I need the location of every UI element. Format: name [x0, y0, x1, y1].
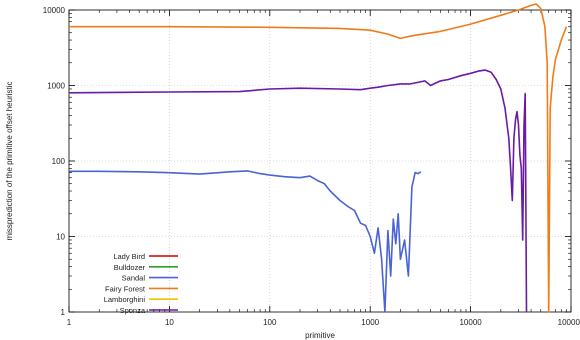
x-tick-label: 10000: [459, 318, 482, 327]
y-tick-label: 1000: [47, 82, 65, 91]
legend-label: Sponza: [120, 306, 146, 315]
y-tick-label: 10000: [43, 6, 66, 15]
series-lines: [68, 3, 568, 313]
series-line-sponza: [68, 69, 528, 313]
legend-label: Fairy Forest: [105, 284, 146, 293]
legend-label: Sandal: [122, 274, 146, 283]
y-tick-label: 100: [52, 157, 66, 166]
x-axis-title: primitive: [305, 331, 335, 340]
series-line-sandal: [69, 170, 422, 313]
ticks: 1 10 100 1000 10000 100000 1 10 100 1000 10000: [43, 6, 580, 327]
x-tick-label: 100000: [558, 318, 580, 327]
x-tick-label: 10: [165, 318, 174, 327]
y-tick-label: 1: [61, 308, 66, 317]
x-tick-label: 1000: [361, 318, 379, 327]
y-axis-title: missprediction of the primitive offset h…: [5, 81, 14, 240]
series-line-fairy-forest: [69, 3, 568, 313]
x-tick-label: 100: [263, 318, 277, 327]
legend-label: Lady Bird: [113, 252, 145, 261]
y-tick-label: 10: [56, 233, 65, 242]
x-tick-label: 1: [67, 318, 72, 327]
legend-label: Lamborghini: [104, 295, 146, 304]
legend-label: Bulldozer: [114, 263, 146, 272]
